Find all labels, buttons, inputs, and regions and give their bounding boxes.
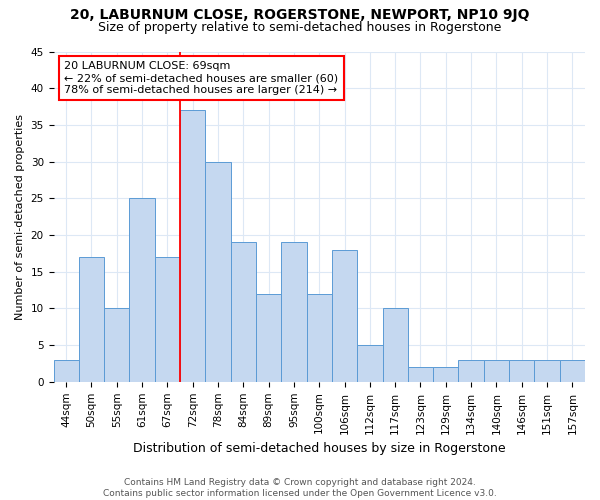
Bar bbox=[383, 308, 408, 382]
Bar bbox=[230, 242, 256, 382]
Bar bbox=[433, 367, 458, 382]
Text: Size of property relative to semi-detached houses in Rogerstone: Size of property relative to semi-detach… bbox=[98, 21, 502, 34]
Bar bbox=[130, 198, 155, 382]
X-axis label: Distribution of semi-detached houses by size in Rogerstone: Distribution of semi-detached houses by … bbox=[133, 442, 506, 455]
Bar bbox=[307, 294, 332, 382]
Text: 20, LABURNUM CLOSE, ROGERSTONE, NEWPORT, NP10 9JQ: 20, LABURNUM CLOSE, ROGERSTONE, NEWPORT,… bbox=[70, 8, 530, 22]
Bar bbox=[79, 257, 104, 382]
Text: 20 LABURNUM CLOSE: 69sqm
← 22% of semi-detached houses are smaller (60)
78% of s: 20 LABURNUM CLOSE: 69sqm ← 22% of semi-d… bbox=[64, 62, 338, 94]
Bar bbox=[535, 360, 560, 382]
Bar bbox=[357, 345, 383, 382]
Bar bbox=[560, 360, 585, 382]
Bar bbox=[484, 360, 509, 382]
Bar bbox=[332, 250, 357, 382]
Text: Contains HM Land Registry data © Crown copyright and database right 2024.
Contai: Contains HM Land Registry data © Crown c… bbox=[103, 478, 497, 498]
Bar bbox=[104, 308, 130, 382]
Bar bbox=[205, 162, 230, 382]
Bar bbox=[53, 360, 79, 382]
Bar bbox=[281, 242, 307, 382]
Bar bbox=[458, 360, 484, 382]
Bar bbox=[256, 294, 281, 382]
Bar bbox=[509, 360, 535, 382]
Bar bbox=[408, 367, 433, 382]
Y-axis label: Number of semi-detached properties: Number of semi-detached properties bbox=[15, 114, 25, 320]
Bar bbox=[155, 257, 180, 382]
Bar bbox=[180, 110, 205, 382]
